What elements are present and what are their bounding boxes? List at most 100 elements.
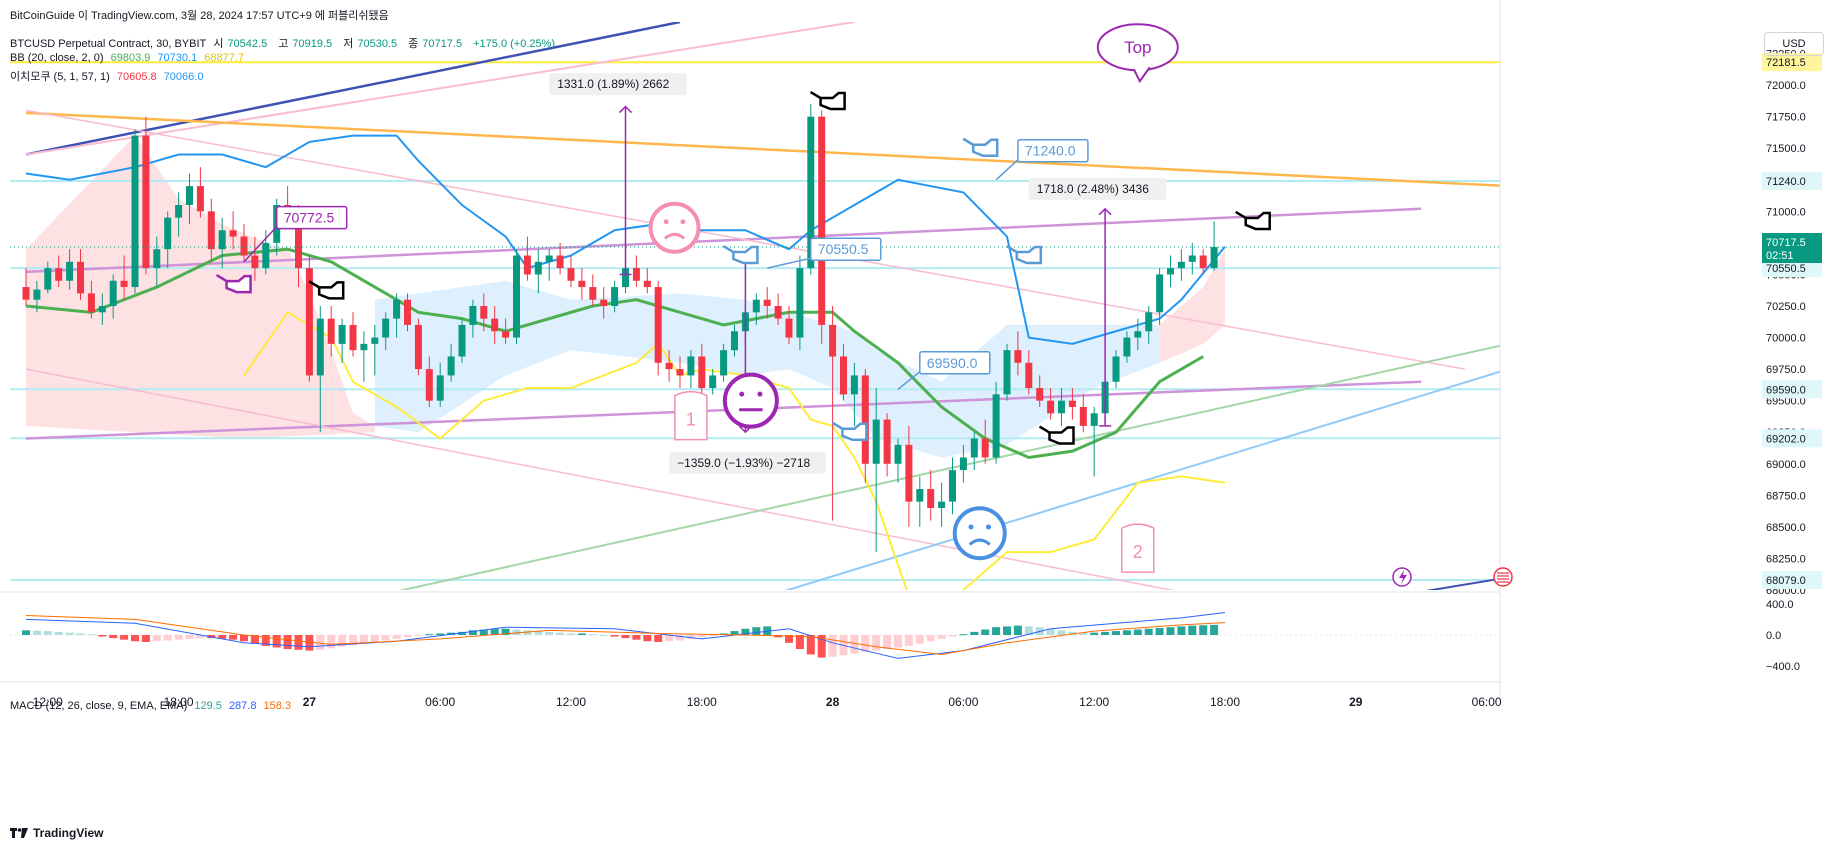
macd-histogram-bar (381, 635, 390, 641)
macd-histogram-bar (152, 635, 161, 642)
macd-histogram-bar (785, 635, 793, 643)
macd-histogram-bar (501, 628, 510, 635)
hline-axis-text: 69202.0 (1766, 433, 1806, 445)
macd-histogram-bar (250, 635, 259, 644)
price-tick-label: 72000.0 (1766, 80, 1806, 92)
candle-body (338, 324, 346, 344)
candle-body (142, 135, 150, 269)
ichimoku-cloud (1159, 249, 1225, 363)
macd-histogram-bar (54, 631, 63, 635)
candle (480, 293, 488, 332)
face-outline (648, 201, 701, 254)
hand-finger (962, 137, 974, 146)
candle (1003, 343, 1011, 401)
macd-tick-label: −400.0 (1766, 661, 1800, 673)
candle-body (840, 356, 847, 395)
macd-histogram-bar (359, 635, 368, 644)
macd-histogram-bar (992, 627, 1001, 635)
callout-pointer (897, 371, 921, 390)
measure-label-box (669, 451, 826, 474)
candle (1167, 255, 1174, 288)
candle (349, 312, 357, 357)
bb-legend[interactable]: BB (20, close, 2, 0) 69803.9 70730.1 688… (10, 52, 245, 64)
candle-body (447, 356, 455, 376)
number-bubble: 2 (1121, 523, 1155, 573)
macd-histogram-bar (981, 629, 990, 635)
symbol-name[interactable]: BTCUSD Perpetual Contract, 30, BYBIT (10, 38, 207, 50)
price-tick-label: 71000.0 (1766, 206, 1806, 218)
hand-pointer-icon (962, 137, 999, 157)
time-tick-label: 28 (826, 695, 840, 709)
last-price-label: 70717.502:51 (1762, 232, 1822, 263)
hand-finger (308, 280, 320, 289)
face-eye (757, 391, 763, 397)
snapshot-line: BitCoinGuide 이 TradingView.com, 3월 28, 2… (10, 10, 389, 22)
candle (970, 432, 978, 471)
candle-body (523, 255, 531, 275)
candle (109, 274, 117, 319)
candle-body (556, 255, 564, 269)
candle-body (959, 457, 967, 471)
candle-body (77, 261, 84, 294)
number-bubble-shape (1121, 523, 1155, 573)
hline-axis-label: 72181.5 (1762, 53, 1822, 72)
macd-histogram-bar (665, 635, 674, 642)
candle-body (469, 306, 477, 325)
candle (938, 482, 946, 527)
candle-body (698, 356, 706, 389)
hand-pointer-icon (1038, 425, 1075, 445)
macd-histogram-bar (752, 627, 761, 635)
candle-body (98, 306, 106, 313)
candle (665, 350, 673, 382)
currency-button[interactable]: USD (1764, 32, 1824, 56)
candle (425, 356, 433, 407)
macd-legend[interactable]: MACD (12, 26, close, 9, EMA, EMA) 129.5 … (10, 700, 292, 712)
macd-histogram-bar (632, 635, 641, 640)
macd-histogram-bar (185, 635, 194, 639)
time-tick-label: 27 (303, 695, 317, 709)
candle (927, 470, 935, 521)
macd-histogram-bar (163, 635, 172, 641)
hand-finger (722, 244, 735, 254)
hand-pointer-icon (308, 280, 345, 300)
candle (534, 249, 542, 294)
hand-shape (1244, 211, 1271, 231)
price-range-measure: 1718.0 (2.48%) 3436 (1028, 177, 1167, 427)
hline-axis-text: 72181.5 (1766, 57, 1806, 69)
candle-body (480, 306, 488, 319)
candle-body (1112, 356, 1120, 382)
candle (720, 343, 728, 382)
candle (142, 116, 150, 275)
macd-histogram-bar (240, 635, 248, 642)
sad-face-icon (648, 201, 701, 254)
candle (643, 268, 651, 294)
callout-pointer (767, 257, 811, 269)
time-tick-label: 06:00 (1472, 695, 1502, 709)
price-tick-label: 70250.0 (1766, 301, 1806, 313)
macd-histogram-bar (479, 629, 488, 635)
candle-body (632, 268, 640, 281)
candle (98, 293, 106, 325)
hand-pointer-icon (722, 244, 759, 265)
callout-box (1017, 138, 1089, 163)
candle-body (316, 318, 324, 376)
candle (447, 343, 455, 382)
candle-body (1025, 362, 1033, 389)
macd-tick-label: 0.0 (1766, 630, 1781, 642)
hline-axis-bg (1762, 172, 1822, 191)
macd-histogram-bar (1101, 631, 1110, 635)
hline-axis-bg (1762, 259, 1822, 278)
tradingview-brand[interactable]: TradingView (10, 826, 103, 840)
candle (1058, 388, 1065, 426)
candle (414, 318, 422, 376)
macd-histogram-bar (403, 635, 412, 638)
candle-body (414, 324, 422, 370)
hand-shape (841, 422, 868, 441)
ichimoku-legend[interactable]: 이치모쿠 (5, 1, 57, 1) 70605.8 70066.0 (10, 71, 204, 83)
macd-histogram-bar (610, 635, 619, 637)
macd-histogram-bar (370, 635, 379, 643)
candle-body (578, 280, 586, 288)
candle (1068, 388, 1076, 420)
